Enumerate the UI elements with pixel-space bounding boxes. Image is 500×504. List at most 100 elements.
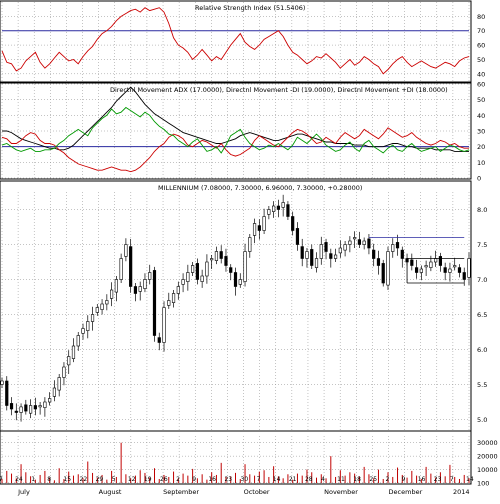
candle bbox=[391, 238, 395, 258]
x-day-tick: 11 bbox=[337, 476, 345, 483]
candle bbox=[333, 248, 338, 262]
candle-body bbox=[386, 251, 390, 286]
candle-body bbox=[248, 237, 252, 252]
x-day-tick: 19 bbox=[144, 476, 152, 483]
y-tick-label: 50 bbox=[477, 96, 485, 104]
candle bbox=[5, 376, 9, 411]
candle-body bbox=[0, 380, 4, 385]
candle bbox=[414, 259, 419, 279]
candle bbox=[281, 194, 285, 217]
candle-body bbox=[319, 244, 323, 259]
x-day-tick: 28 bbox=[305, 476, 313, 483]
candle bbox=[186, 264, 190, 291]
candle bbox=[400, 246, 404, 268]
x-month-label: December bbox=[389, 488, 423, 496]
candle-body bbox=[238, 279, 242, 285]
candle-body bbox=[438, 256, 443, 266]
candle bbox=[381, 259, 385, 287]
candle bbox=[71, 338, 76, 363]
x-day-tick: 18 bbox=[353, 476, 361, 483]
candle-body bbox=[133, 286, 138, 294]
candle-body bbox=[410, 259, 414, 266]
candle-body bbox=[305, 251, 309, 259]
candle-body bbox=[243, 251, 247, 282]
candle-body bbox=[119, 258, 123, 280]
x-month-label: 2014 bbox=[453, 488, 470, 496]
candle bbox=[238, 273, 242, 288]
candle-body bbox=[181, 279, 185, 285]
x-day-tick: 30 bbox=[241, 476, 249, 483]
candle-body bbox=[157, 337, 161, 343]
y-tick-label: 10 bbox=[477, 159, 485, 167]
price-title: MILLENNIUM (7.08000, 7.30000, 6.96000, 7… bbox=[158, 184, 362, 192]
candle-body bbox=[348, 240, 352, 245]
y-tick-labels: 807060504060504030201008.07.57.06.56.05.… bbox=[477, 13, 498, 488]
x-month-label: September bbox=[163, 488, 199, 496]
candle bbox=[343, 241, 347, 257]
minus-di-line bbox=[1, 127, 469, 173]
trading-range-annotation bbox=[368, 237, 465, 284]
y-tick-label: 6.0 bbox=[477, 346, 487, 354]
x-day-tick: 24 bbox=[15, 476, 23, 483]
candle bbox=[219, 245, 223, 264]
candle bbox=[453, 257, 457, 271]
candle bbox=[152, 266, 157, 342]
candle bbox=[310, 244, 314, 269]
candle bbox=[252, 218, 257, 244]
y-tick-label: 80 bbox=[477, 13, 485, 21]
x-month-label: July bbox=[17, 488, 30, 496]
candle bbox=[467, 252, 471, 286]
dmi-series bbox=[1, 86, 470, 173]
candle-body bbox=[110, 289, 114, 299]
x-day-tick: 5 bbox=[112, 476, 116, 483]
y-tick-label: 10000 bbox=[477, 466, 498, 474]
candle bbox=[191, 262, 195, 276]
candle bbox=[143, 273, 147, 293]
x-day-tick: 7 bbox=[257, 476, 261, 483]
y-tick-label: 60 bbox=[477, 42, 485, 50]
x-day-tick: 15 bbox=[63, 476, 71, 483]
candle-body bbox=[395, 242, 400, 249]
x-day-tick: 1 bbox=[31, 476, 35, 483]
x-day-tick: 16 bbox=[418, 476, 426, 483]
candle-body bbox=[138, 286, 142, 292]
candle-body bbox=[148, 272, 152, 280]
candle-body bbox=[191, 265, 195, 273]
candle bbox=[305, 248, 309, 268]
candle-body bbox=[391, 244, 395, 252]
dmi-title: Directnl Movement ADX (17.0000), Directn… bbox=[110, 86, 448, 94]
y-tick-label: 20000 bbox=[477, 453, 498, 461]
x-month-label: October bbox=[244, 488, 270, 496]
candle bbox=[291, 211, 295, 236]
candle bbox=[300, 238, 304, 267]
x-day-tick: 25 bbox=[369, 476, 377, 483]
x-day-tick: 16 bbox=[208, 476, 216, 483]
candle bbox=[257, 219, 261, 240]
candle-body bbox=[443, 267, 447, 273]
candle-body bbox=[291, 216, 295, 231]
candle-body bbox=[400, 249, 404, 259]
candle bbox=[243, 243, 247, 287]
x-day-tick: 12 bbox=[128, 476, 136, 483]
candle bbox=[286, 201, 290, 220]
y-tick-label: 30000 bbox=[477, 439, 498, 447]
y-tick-label: 0 bbox=[477, 175, 481, 183]
candle bbox=[43, 397, 47, 417]
candle bbox=[443, 262, 447, 281]
candle bbox=[438, 252, 443, 272]
candle-body bbox=[19, 406, 23, 413]
candle-body bbox=[272, 205, 276, 212]
candle-body bbox=[9, 403, 14, 410]
candle-body bbox=[434, 258, 438, 263]
candle-body bbox=[43, 401, 47, 408]
candle bbox=[19, 403, 23, 422]
candle-body bbox=[57, 377, 61, 391]
candle-body bbox=[176, 286, 180, 294]
candle-body bbox=[414, 267, 419, 273]
candle bbox=[138, 281, 142, 301]
candle bbox=[353, 231, 357, 248]
volume-bars bbox=[1, 442, 470, 483]
candle-body bbox=[62, 366, 66, 378]
x-month-label: August bbox=[99, 488, 122, 496]
x-day-tick: 14 bbox=[273, 476, 281, 483]
